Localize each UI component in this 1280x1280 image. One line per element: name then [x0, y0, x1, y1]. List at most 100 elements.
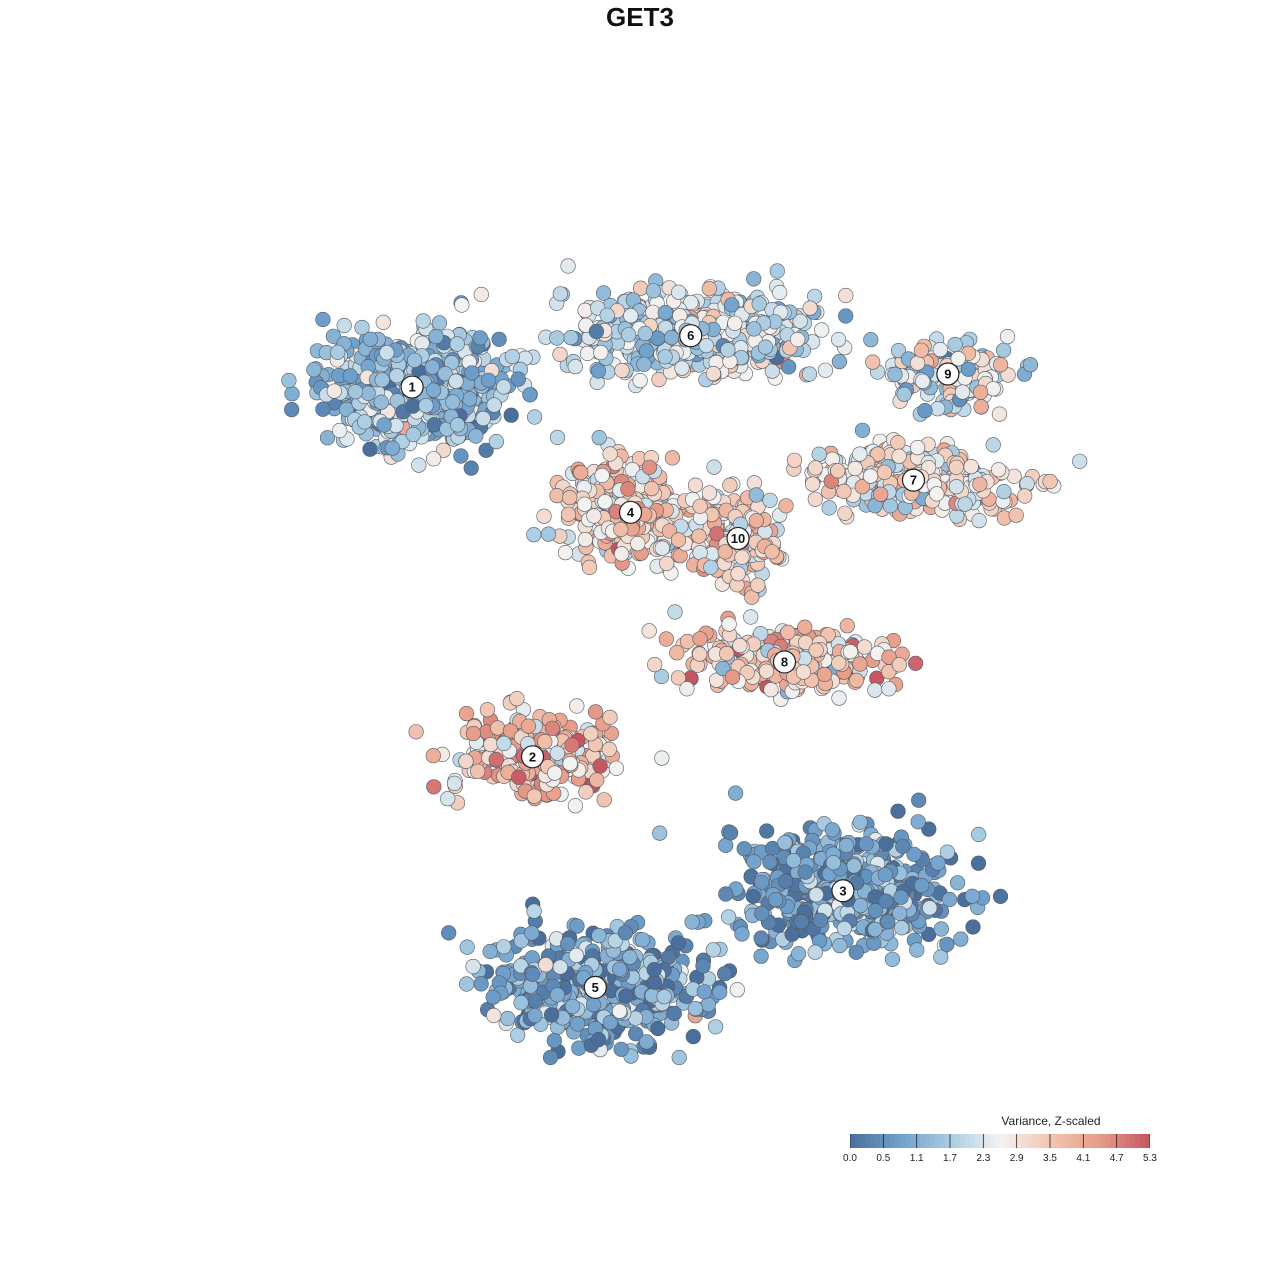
data-point: [762, 854, 778, 870]
legend-color-step: [960, 1134, 966, 1148]
data-point: [509, 691, 525, 707]
data-point: [831, 655, 847, 671]
data-point: [362, 441, 378, 457]
data-point: [922, 900, 938, 916]
data-point: [590, 1031, 607, 1048]
data-point: [623, 308, 639, 324]
data-point: [569, 918, 585, 934]
data-point: [411, 457, 427, 473]
legend-color-step: [1055, 1134, 1061, 1148]
data-point: [513, 933, 529, 949]
cluster-label-6: 6: [679, 324, 703, 348]
data-point: [684, 914, 700, 930]
legend-color-step: [1075, 1134, 1081, 1148]
data-point: [486, 1007, 502, 1024]
data-point: [453, 448, 469, 464]
data-point: [992, 357, 1009, 373]
data-point: [524, 966, 541, 982]
data-point: [549, 488, 565, 504]
data-point: [724, 297, 740, 313]
data-point: [486, 397, 502, 413]
data-point: [542, 1049, 559, 1066]
legend-color-step: [1105, 1134, 1111, 1148]
data-point: [971, 826, 987, 843]
data-point: [562, 490, 578, 506]
data-point: [753, 874, 770, 890]
data-point: [481, 372, 497, 388]
data-point: [599, 307, 615, 323]
data-point: [808, 887, 824, 903]
data-point: [804, 476, 821, 492]
data-point: [825, 855, 842, 871]
data-point: [933, 949, 949, 965]
data-point: [613, 521, 629, 538]
legend-color-step: [965, 1134, 971, 1148]
data-point: [712, 984, 728, 1000]
legend-color-step: [990, 1134, 996, 1148]
data-point: [867, 682, 883, 698]
data-point: [831, 690, 847, 706]
data-point: [454, 297, 470, 313]
data-point: [957, 496, 973, 512]
legend-title: Variance, Z-scaled: [1001, 1114, 1101, 1128]
data-point: [342, 368, 358, 384]
data-point: [659, 555, 675, 572]
data-point: [960, 361, 977, 377]
data-point: [644, 481, 660, 497]
data-point: [641, 623, 657, 639]
data-point: [426, 451, 442, 467]
data-point: [431, 315, 448, 331]
data-point: [892, 905, 908, 921]
data-point: [696, 984, 712, 1000]
data-point: [701, 485, 718, 501]
data-point: [797, 864, 813, 880]
data-point: [315, 311, 331, 328]
legend-tick-label: 2.9: [1009, 1153, 1024, 1164]
data-point: [808, 642, 824, 658]
cluster-label-8: 8: [772, 650, 797, 674]
data-point: [588, 323, 605, 340]
data-point: [670, 670, 687, 686]
data-point: [985, 437, 1001, 453]
data-point: [544, 720, 561, 736]
data-point: [614, 362, 630, 379]
data-point: [562, 755, 578, 772]
legend-color-step: [1070, 1134, 1076, 1148]
legend-color-step: [1125, 1134, 1131, 1148]
data-point: [407, 352, 423, 368]
data-point: [896, 386, 912, 402]
data-point: [692, 631, 708, 647]
cluster-label-10: 10: [726, 526, 750, 551]
data-point: [332, 422, 348, 439]
data-point: [701, 281, 717, 297]
cluster-label-text: 10: [731, 531, 745, 546]
points-layer: [281, 258, 1088, 1066]
data-point: [724, 669, 741, 685]
data-point: [991, 406, 1008, 422]
data-point: [778, 498, 794, 514]
data-point: [641, 459, 658, 475]
data-point: [949, 875, 966, 891]
data-point: [592, 758, 608, 774]
legend-color-step: [910, 1134, 916, 1148]
legend-color-step: [1030, 1134, 1036, 1148]
legend-tick-label: 2.3: [976, 1153, 991, 1164]
legend-color-step: [1005, 1134, 1011, 1148]
data-point: [812, 912, 829, 928]
data-point: [910, 814, 926, 830]
data-point: [496, 379, 512, 395]
data-point: [581, 559, 598, 576]
data-point: [500, 1010, 516, 1027]
data-point: [482, 943, 498, 960]
data-point: [750, 577, 766, 593]
data-point: [837, 505, 853, 521]
data-point: [852, 656, 868, 672]
data-point: [877, 867, 894, 883]
data-point: [891, 657, 908, 673]
data-point: [882, 498, 898, 514]
data-point: [683, 294, 699, 311]
data-point: [670, 532, 687, 548]
data-point: [881, 649, 897, 665]
data-point: [583, 726, 599, 742]
data-point: [591, 430, 607, 446]
